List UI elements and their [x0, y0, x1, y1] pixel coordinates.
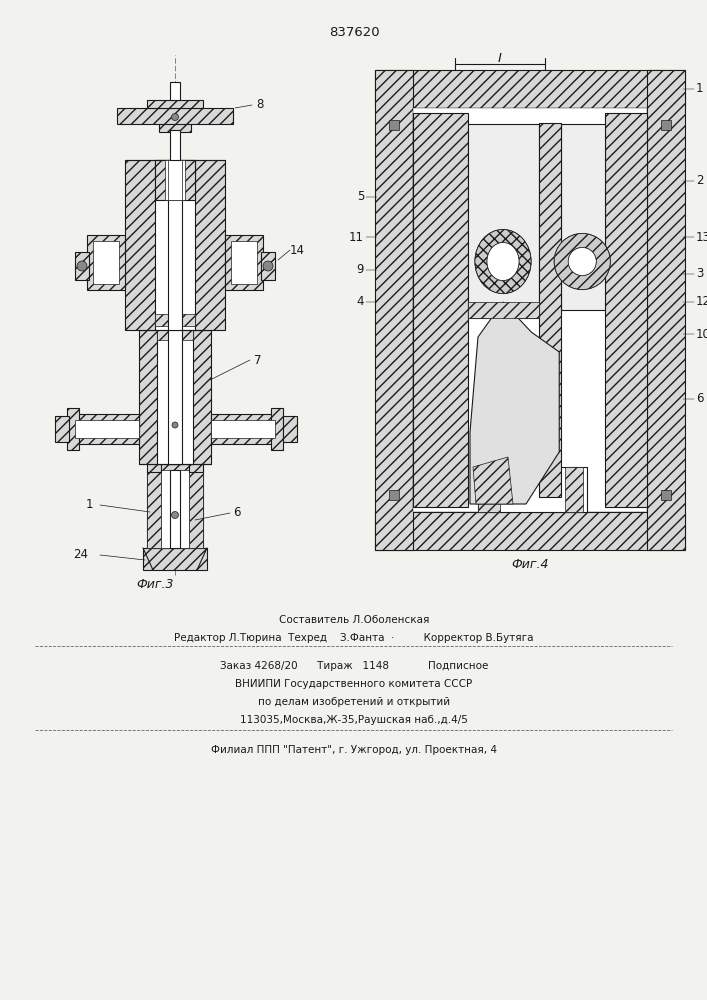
Bar — [75, 414, 139, 444]
Circle shape — [172, 422, 178, 428]
Bar — [170, 130, 180, 160]
Bar — [375, 70, 685, 108]
Bar — [67, 408, 79, 450]
Text: 13: 13 — [696, 231, 707, 244]
Bar — [468, 302, 539, 318]
Text: 14: 14 — [289, 243, 305, 256]
Bar — [55, 416, 69, 442]
Bar — [211, 414, 275, 444]
Circle shape — [263, 261, 273, 271]
Bar — [75, 252, 89, 280]
Bar — [261, 252, 275, 280]
Bar — [413, 113, 468, 507]
Ellipse shape — [475, 230, 531, 294]
Circle shape — [172, 113, 178, 120]
Text: 5: 5 — [356, 190, 364, 203]
Bar — [147, 100, 203, 108]
Bar — [163, 322, 187, 330]
Text: Фиг.4: Фиг.4 — [511, 558, 549, 572]
Bar — [147, 470, 161, 548]
Bar — [661, 490, 671, 500]
Text: Редактор Л.Тюрина  Техред    З.Фанта  ·         Корректор В.Бутяга: Редактор Л.Тюрина Техред З.Фанта · Корре… — [174, 633, 534, 643]
Text: Филиал ППП "Патент", г. Ужгород, ул. Проектная, 4: Филиал ППП "Патент", г. Ужгород, ул. Про… — [211, 745, 497, 755]
Text: Составитель Л.Оболенская: Составитель Л.Оболенская — [279, 615, 429, 625]
Bar — [165, 160, 185, 200]
Circle shape — [172, 512, 178, 518]
Bar — [125, 160, 225, 330]
Bar — [468, 124, 539, 318]
Ellipse shape — [487, 243, 519, 281]
Bar — [170, 82, 180, 100]
Bar — [170, 470, 180, 548]
Bar — [231, 241, 257, 284]
Text: 837620: 837620 — [329, 25, 380, 38]
Bar — [155, 160, 195, 200]
Circle shape — [568, 248, 596, 276]
Bar — [478, 467, 500, 512]
Bar — [93, 241, 119, 284]
Text: по делам изобретений и открытий: по делам изобретений и открытий — [258, 697, 450, 707]
Ellipse shape — [554, 234, 610, 290]
Bar — [661, 120, 671, 130]
Ellipse shape — [475, 230, 531, 294]
Text: 12: 12 — [696, 295, 707, 308]
Bar — [168, 160, 182, 330]
Polygon shape — [473, 457, 513, 504]
Circle shape — [568, 248, 596, 276]
Bar — [375, 512, 685, 550]
Bar — [539, 123, 561, 497]
Text: Заказ 4268/20      Тираж   1148            Подписное: Заказ 4268/20 Тираж 1148 Подписное — [220, 661, 489, 671]
Ellipse shape — [487, 243, 519, 281]
Text: 8: 8 — [257, 99, 264, 111]
Text: 6: 6 — [233, 506, 241, 520]
Text: 10: 10 — [696, 328, 707, 341]
Bar — [389, 120, 399, 130]
Text: 1: 1 — [696, 83, 703, 96]
Polygon shape — [470, 302, 559, 504]
Bar — [155, 160, 195, 330]
Bar — [117, 108, 233, 124]
Bar — [147, 470, 203, 548]
Text: 6: 6 — [696, 392, 703, 405]
Bar — [157, 330, 193, 340]
Text: 113035,Москва,Ж-35,Раушская наб.,д.4/5: 113035,Москва,Ж-35,Раушская наб.,д.4/5 — [240, 715, 468, 725]
Bar — [87, 235, 125, 290]
Bar — [271, 408, 283, 450]
Bar — [647, 70, 685, 550]
Bar — [75, 420, 139, 438]
Text: 7: 7 — [255, 354, 262, 366]
Bar — [225, 235, 263, 290]
Bar — [565, 467, 583, 512]
Bar — [161, 470, 189, 548]
Bar — [168, 330, 182, 464]
Bar — [478, 467, 587, 512]
Bar — [605, 113, 647, 507]
Bar — [159, 120, 191, 132]
Text: 11: 11 — [349, 231, 364, 244]
Bar — [168, 160, 182, 200]
Bar — [375, 70, 413, 550]
Text: Фиг.3: Фиг.3 — [136, 578, 174, 591]
Text: 3: 3 — [696, 267, 703, 280]
Text: 1: 1 — [86, 498, 93, 512]
Bar — [155, 314, 195, 326]
Text: 2: 2 — [696, 174, 703, 187]
Text: 24: 24 — [73, 548, 88, 562]
Text: 4: 4 — [356, 295, 364, 308]
Text: ВНИИПИ Государственного комитета СССР: ВНИИПИ Государственного комитета СССР — [235, 679, 472, 689]
Bar — [157, 330, 193, 464]
Bar — [283, 416, 297, 442]
Bar — [139, 330, 211, 464]
Bar — [389, 490, 399, 500]
Text: 9: 9 — [356, 263, 364, 276]
Bar — [561, 124, 605, 310]
Bar — [413, 108, 647, 512]
Bar — [211, 420, 275, 438]
Circle shape — [554, 234, 610, 290]
Circle shape — [77, 261, 87, 271]
Bar — [189, 470, 203, 548]
Bar — [143, 548, 207, 570]
Text: I: I — [498, 51, 502, 64]
Bar — [147, 464, 203, 472]
